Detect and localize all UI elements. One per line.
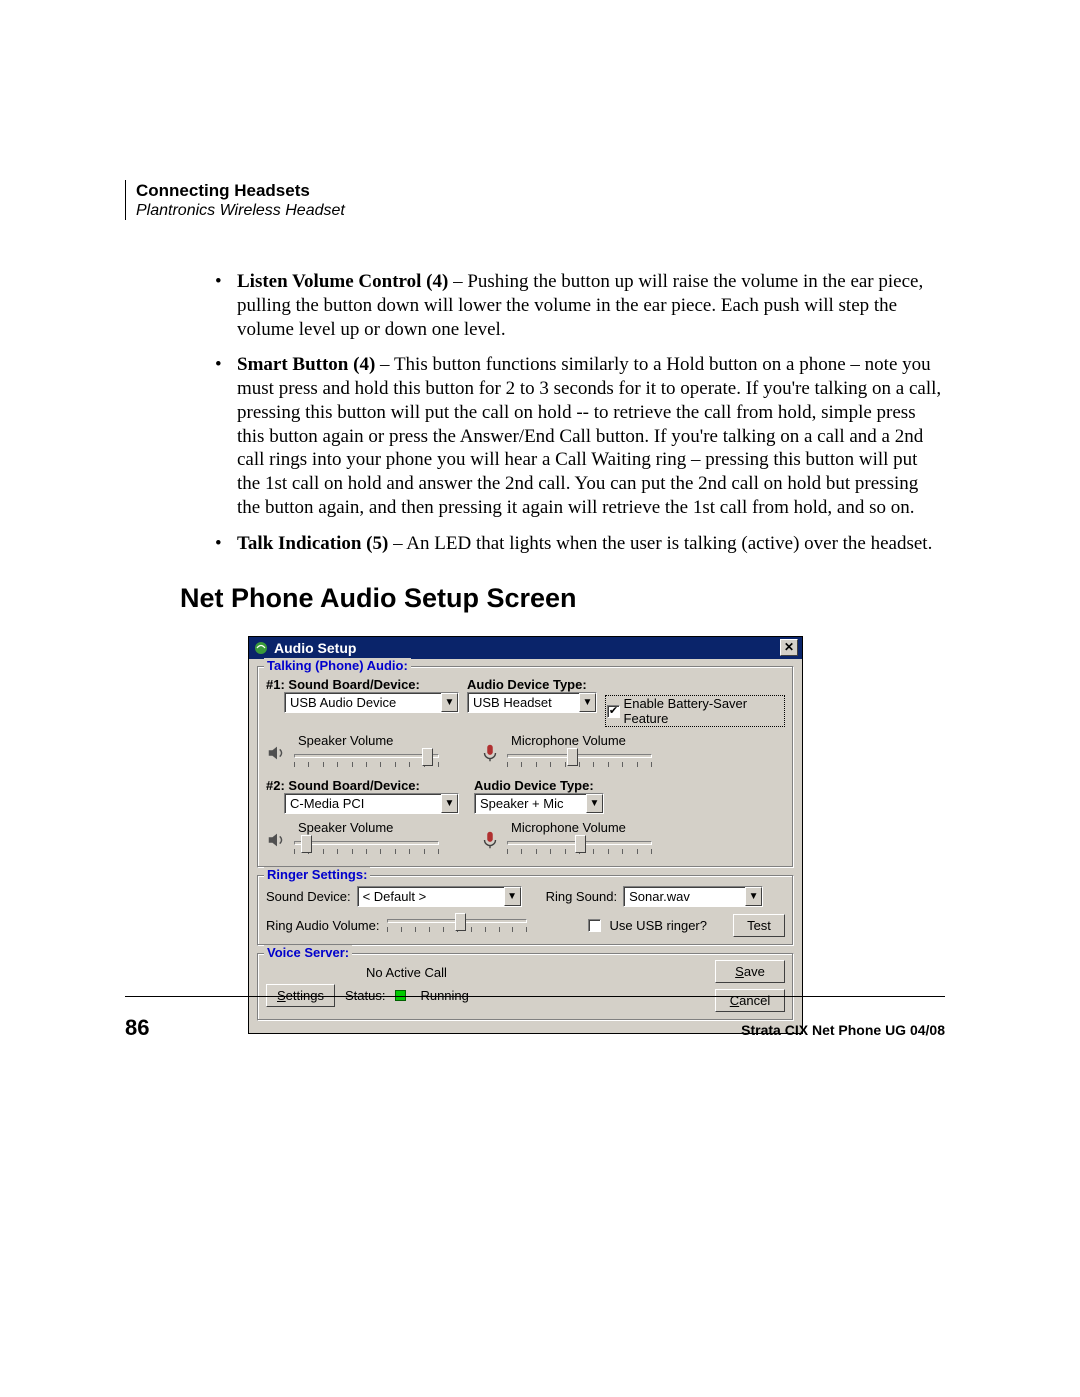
- chevron-down-icon: ▼: [586, 794, 603, 813]
- talking-audio-group: Talking (Phone) Audio: #1: Sound Board/D…: [257, 666, 794, 868]
- sound-device-label: Sound Device:: [266, 889, 351, 904]
- speaker-icon: [266, 742, 288, 764]
- battery-saver-checkbox[interactable]: [607, 705, 619, 718]
- ring-volume-slider[interactable]: [387, 913, 527, 937]
- microphone-icon: [479, 742, 501, 764]
- type1-select[interactable]: USB Headset ▼: [467, 692, 597, 713]
- audio-setup-dialog: Audio Setup ✕ Talking (Phone) Audio: #1:…: [248, 636, 803, 1034]
- sound-device-select[interactable]: < Default > ▼: [357, 886, 522, 907]
- bullet-item: Smart Button (4) – This button functions…: [215, 353, 945, 519]
- use-usb-ringer-checkbox[interactable]: [588, 919, 601, 932]
- type2-value: Speaker + Mic: [475, 796, 586, 811]
- mic-volume-slider-2[interactable]: [507, 835, 652, 859]
- dialog-title: Audio Setup: [274, 640, 356, 656]
- chevron-down-icon: ▼: [745, 887, 762, 906]
- mic-volume-label: Microphone Volume: [511, 733, 652, 748]
- battery-saver-option[interactable]: Enable Battery-Saver Feature: [605, 695, 785, 727]
- type1-value: USB Headset: [468, 695, 579, 710]
- bullet-lead: Smart Button (4): [237, 354, 375, 375]
- bullet-item: Talk Indication (5) – An LED that lights…: [215, 532, 945, 556]
- save-button[interactable]: Save: [715, 960, 785, 983]
- speaker-volume-label-2: Speaker Volume: [298, 820, 439, 835]
- device2-select[interactable]: C-Media PCI ▼: [284, 793, 459, 814]
- header-subtitle: Plantronics Wireless Headset: [136, 202, 945, 220]
- device1-value: USB Audio Device: [285, 695, 441, 710]
- section-heading: Net Phone Audio Setup Screen: [180, 583, 945, 614]
- mic-volume-slider-1[interactable]: [507, 748, 652, 772]
- bullet-lead: Talk Indication (5): [237, 533, 388, 554]
- ring-volume-label: Ring Audio Volume:: [266, 918, 379, 933]
- type-label: Audio Device Type:: [467, 677, 597, 692]
- speaker-volume-slider-2[interactable]: [294, 835, 439, 859]
- app-icon: [253, 640, 269, 656]
- type-label-2: Audio Device Type:: [474, 778, 614, 793]
- type2-select[interactable]: Speaker + Mic ▼: [474, 793, 604, 814]
- bullet-text: – This button functions similarly to a H…: [237, 354, 941, 518]
- group-legend: Talking (Phone) Audio:: [264, 658, 411, 673]
- title-bar[interactable]: Audio Setup ✕: [249, 637, 802, 659]
- no-active-call-label: No Active Call: [366, 965, 469, 980]
- chevron-down-icon: ▼: [579, 693, 596, 712]
- group-legend: Voice Server:: [264, 945, 352, 960]
- speaker-volume-slider-1[interactable]: [294, 748, 439, 772]
- speaker-icon: [266, 829, 288, 851]
- ring-sound-select[interactable]: Sonar.wav ▼: [623, 886, 763, 907]
- sound-device-value: < Default >: [358, 889, 504, 904]
- page-header: Connecting Headsets Plantronics Wireless…: [125, 180, 945, 220]
- battery-saver-label: Enable Battery-Saver Feature: [624, 696, 783, 726]
- chevron-down-icon: ▼: [441, 693, 458, 712]
- header-title: Connecting Headsets: [136, 180, 945, 202]
- page-footer: 86 Strata CIX Net Phone UG 04/08: [125, 996, 945, 1041]
- microphone-icon: [479, 829, 501, 851]
- mic-volume-label-2: Microphone Volume: [511, 820, 652, 835]
- device2-label: #2: Sound Board/Device:: [266, 778, 466, 793]
- use-usb-ringer-label: Use USB ringer?: [609, 918, 707, 933]
- test-button[interactable]: Test: [733, 914, 785, 937]
- bullet-item: Listen Volume Control (4) – Pushing the …: [215, 270, 945, 341]
- group-legend: Ringer Settings:: [264, 867, 370, 882]
- footer-text: Strata CIX Net Phone UG 04/08: [741, 1022, 945, 1038]
- device1-select[interactable]: USB Audio Device ▼: [284, 692, 459, 713]
- chevron-down-icon: ▼: [504, 887, 521, 906]
- close-button[interactable]: ✕: [780, 639, 798, 656]
- chevron-down-icon: ▼: [441, 794, 458, 813]
- bullet-lead: Listen Volume Control (4): [237, 271, 448, 292]
- speaker-volume-label: Speaker Volume: [298, 733, 439, 748]
- device1-label: #1: Sound Board/Device:: [266, 677, 459, 692]
- page-number: 86: [125, 1015, 149, 1041]
- bullet-list: Listen Volume Control (4) – Pushing the …: [215, 270, 945, 555]
- bullet-text: – An LED that lights when the user is ta…: [388, 533, 932, 554]
- ringer-settings-group: Ringer Settings: Sound Device: < Default…: [257, 875, 794, 946]
- ring-sound-value: Sonar.wav: [624, 889, 745, 904]
- device2-value: C-Media PCI: [285, 796, 441, 811]
- ring-sound-label: Ring Sound:: [546, 889, 618, 904]
